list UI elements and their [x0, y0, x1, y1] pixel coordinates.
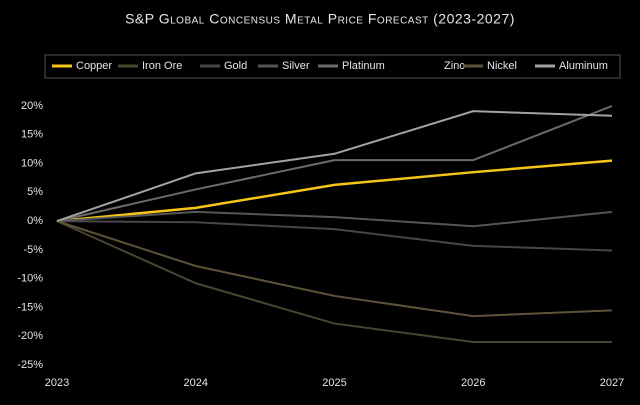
- series-line: [56, 220, 612, 343]
- legend-label: Platinum: [342, 60, 385, 72]
- legend-label: Copper: [76, 60, 112, 72]
- y-tick-label: 0%: [27, 215, 43, 227]
- legend-label: Iron Ore: [142, 60, 182, 72]
- chart-title: S&P Global Concensus Metal Price Forecas…: [125, 11, 515, 27]
- series-line: [56, 220, 613, 318]
- y-tick-label: -10%: [17, 273, 43, 285]
- y-tick-label: 10%: [21, 157, 43, 169]
- legend-label: Aluminum: [559, 60, 608, 72]
- series-line: [56, 105, 613, 223]
- x-tick-label: 2023: [45, 377, 69, 389]
- legend-label: Silver: [282, 60, 310, 72]
- legend-box: [44, 54, 621, 79]
- y-tick-label: 20%: [21, 100, 43, 112]
- y-tick-label: 15%: [21, 129, 43, 141]
- legend-label: Nickel: [487, 60, 517, 72]
- x-tick-label: 2024: [184, 377, 208, 389]
- series-line: [56, 110, 613, 223]
- series-line: [56, 210, 613, 228]
- x-tick-label: 2025: [322, 377, 346, 389]
- legend-label: Zinc: [444, 60, 465, 72]
- y-tick-label: -15%: [17, 301, 43, 313]
- x-tick-label: 2026: [461, 377, 485, 389]
- series-line: [56, 159, 613, 223]
- legend-label: Gold: [224, 60, 247, 72]
- y-tick-label: -5%: [23, 244, 43, 256]
- series-line: [56, 220, 613, 252]
- y-tick-label: 5%: [27, 186, 43, 198]
- x-tick-label: 2027: [600, 377, 624, 389]
- y-tick-label: -20%: [17, 330, 43, 342]
- y-tick-label: -25%: [17, 359, 43, 371]
